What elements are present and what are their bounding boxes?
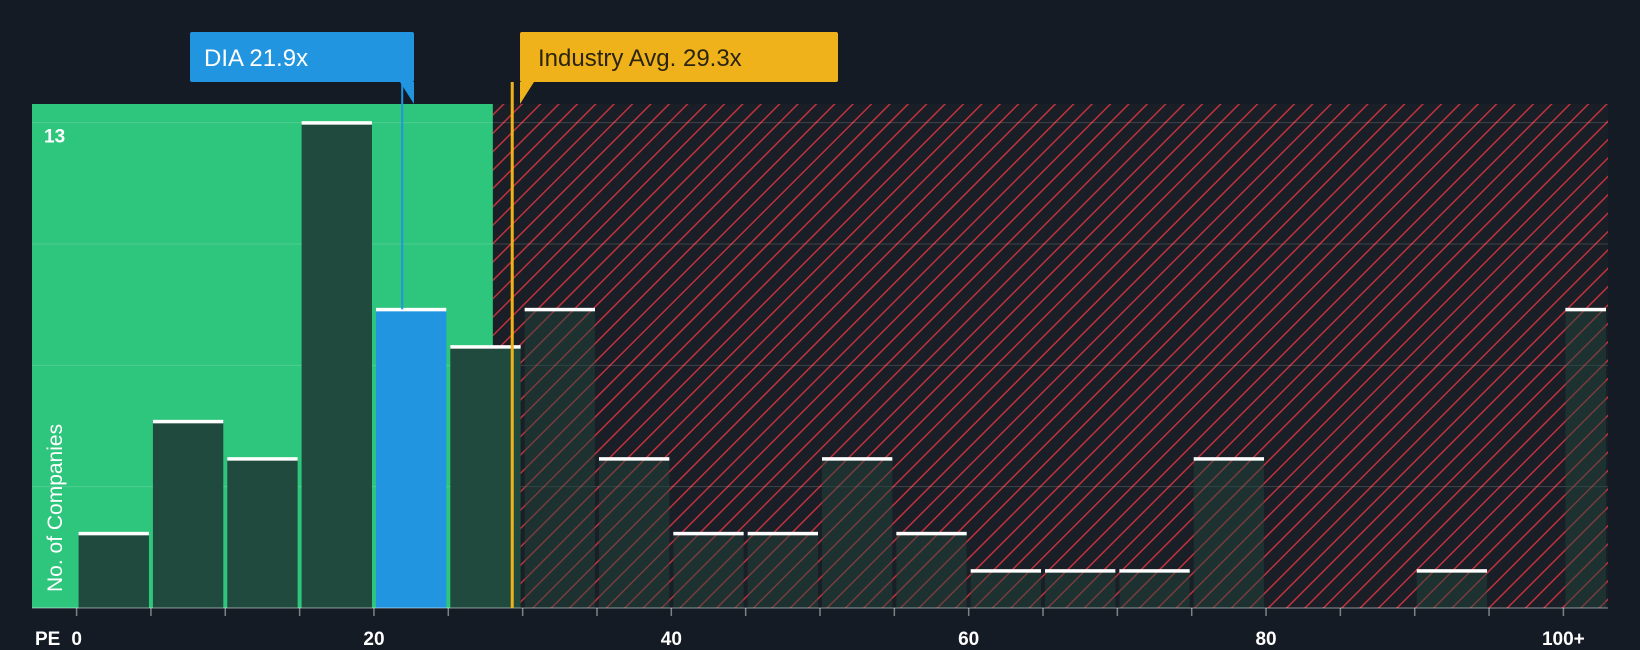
company-callout-pointer (400, 82, 414, 104)
industry-callout-pointer (520, 82, 534, 104)
histogram-bar-cap (822, 457, 893, 461)
histogram-bar-cap (301, 121, 372, 125)
histogram-bar-cap (1045, 569, 1116, 573)
histogram-bar-cap (152, 419, 224, 424)
x-tick-label: 80 (1255, 629, 1276, 650)
histogram-bar-cap (970, 569, 1042, 573)
histogram-bar-cap (896, 531, 967, 536)
x-axis-ticks: 0 20 40 60 80 100+ (71, 608, 1585, 650)
value-markers (400, 82, 534, 608)
histogram-bar-cap (524, 307, 595, 312)
histogram-bar (152, 421, 224, 608)
histogram-bar-cap (1119, 569, 1190, 573)
histogram-bar (673, 533, 744, 608)
histogram-bar-cap (227, 457, 298, 461)
x-tick-label: 0 (71, 629, 82, 650)
histogram-bar (301, 122, 372, 609)
histogram-bar (822, 458, 893, 608)
histogram-bar-cap (598, 457, 670, 461)
industry-callout-label: Industry Avg. 29.3x (538, 45, 742, 72)
histogram-bar (896, 533, 967, 608)
histogram-bar (970, 570, 1042, 608)
company-callout: DIA 21.9x (190, 32, 414, 82)
histogram-bar (1119, 570, 1190, 608)
x-tick-label: 40 (661, 629, 682, 650)
histogram-bar (450, 346, 521, 608)
y-max-label: 13 (44, 127, 65, 148)
histogram-bar-cap (78, 531, 149, 536)
y-axis-label: No. of Companies (44, 424, 67, 592)
histogram-bar-cap (1565, 307, 1606, 312)
industry-callout-box (520, 32, 838, 82)
overvalued-zone (492, 104, 1609, 608)
histogram-bar (1045, 570, 1116, 608)
histogram-bar-cap (1193, 457, 1265, 461)
histogram-bar-cap (747, 531, 818, 536)
histogram-bar (375, 309, 447, 608)
x-axis-label: PE (35, 629, 60, 650)
industry-callout: Industry Avg. 29.3x (520, 32, 838, 82)
histogram-bar-cap (375, 307, 447, 312)
histogram-bar (227, 458, 298, 608)
histogram-bar (1416, 570, 1488, 608)
histogram-bar-cap (1416, 569, 1488, 573)
company-callout-label: DIA 21.9x (204, 45, 308, 72)
histogram-bar (747, 533, 818, 608)
histogram-bar (1565, 309, 1606, 608)
histogram-bar (1193, 458, 1265, 608)
histogram-bar (524, 309, 595, 608)
x-tick-label: 20 (363, 629, 384, 650)
x-tick-label: 60 (958, 629, 979, 650)
histogram-bar-cap (673, 531, 744, 536)
x-tick-label: 100+ (1542, 629, 1585, 650)
company-callout-box (190, 32, 414, 82)
histogram-bars (78, 121, 1606, 609)
histogram-bar (78, 533, 149, 608)
histogram-bar-cap (450, 345, 521, 349)
histogram-bar (598, 458, 670, 608)
